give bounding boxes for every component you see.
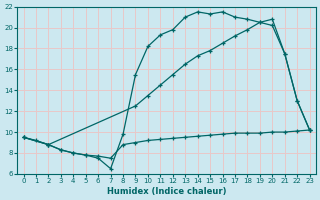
X-axis label: Humidex (Indice chaleur): Humidex (Indice chaleur) [107,187,226,196]
